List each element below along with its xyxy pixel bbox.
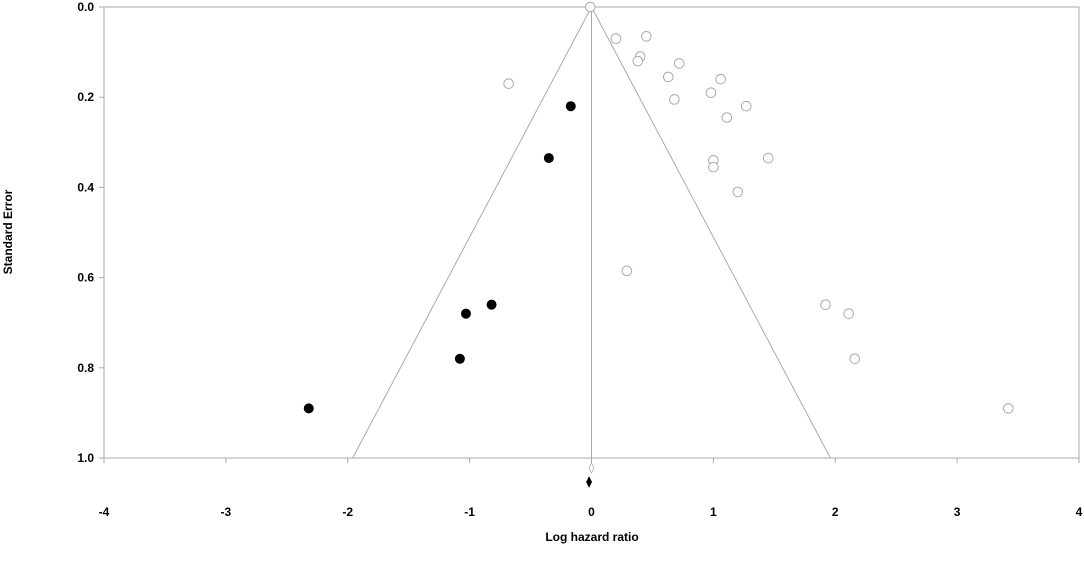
x-tick-label: -3 [221,505,232,519]
x-tick-label: -1 [464,505,475,519]
study-point-open [762,152,774,164]
plot-area [99,6,1080,463]
study-point-filled [543,153,554,164]
study-point-open [715,73,726,85]
x-tick-label: 3 [954,505,961,519]
x-tick-label: 2 [832,505,839,519]
y-tick-label: 0.2 [77,90,94,104]
x-axis-title: Log hazard ratio [545,530,638,544]
summary-diamond-open [588,462,595,474]
summary-diamond-filled [586,476,593,488]
study-point-filled [454,353,465,364]
study-point-open [708,161,719,173]
funnel-limit-left [352,6,592,459]
study-point-open [610,33,622,44]
y-axis-title: Standard Error [1,189,15,274]
summary-markers [586,462,595,488]
y-tick-label: 0.6 [77,271,94,285]
study-point-open [732,186,744,198]
study-point-open [849,353,861,365]
study-point-filled [460,308,471,319]
study-point-open [820,299,831,310]
study-point-open [740,100,752,112]
study-point-open [721,112,733,123]
funnel-limit-right [591,6,831,459]
study-point-open [584,1,596,13]
y-tick-label: 0.8 [77,361,94,375]
x-tick-label: 1 [710,505,717,519]
tick-labels: -4 -3 -2 -1 0 1 2 3 4 0.0 0.2 0.4 0.6 0.8 1.0 [77,0,1082,519]
study-point-open [632,55,644,67]
study-point-open [621,265,633,277]
study-point-filled [486,299,497,310]
study-point-filled [303,403,314,414]
study-point-open [669,94,680,105]
x-tick-label: -2 [342,505,353,519]
x-tick-label: 4 [1076,505,1083,519]
y-tick-label: 0.4 [77,180,94,194]
study-point-open [705,87,717,98]
x-tick-label: -4 [99,505,110,519]
study-point-open [503,78,514,89]
x-tick-label: 0 [588,505,595,519]
study-point-open [843,308,854,319]
study-point-filled [565,101,576,112]
y-tick-label: 1.0 [77,451,94,465]
study-point-open [662,71,674,83]
study-point-open [641,31,652,42]
y-tick-label: 0.0 [77,0,94,14]
study-point-open [673,58,685,69]
study-markers [303,1,1014,414]
study-point-open [1003,403,1014,414]
